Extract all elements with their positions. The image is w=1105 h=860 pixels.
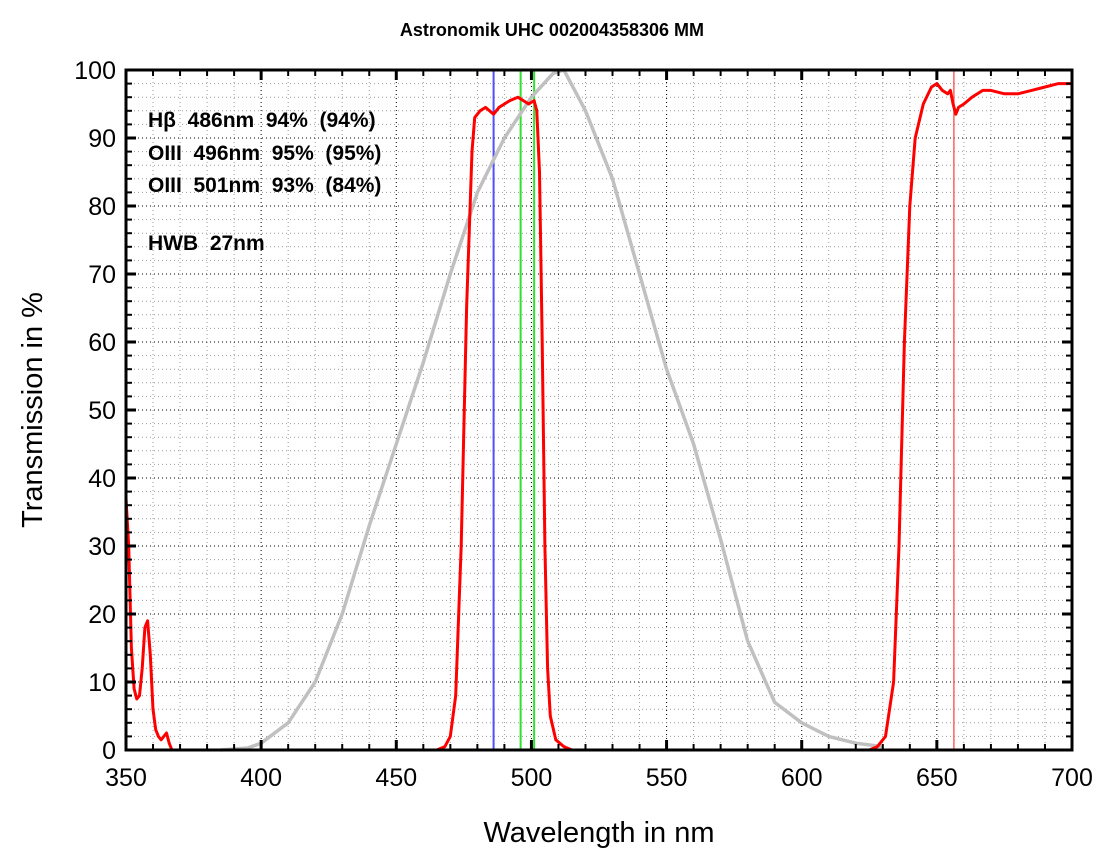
x-axis-label: Wavelength in nm xyxy=(483,817,714,849)
x-tick-label: 550 xyxy=(646,764,688,792)
y-tick-label: 10 xyxy=(88,669,116,697)
y-tick-label: 40 xyxy=(88,465,116,493)
annotation-oiii-496: OIII 496nm 95% (95%) xyxy=(148,142,381,165)
y-tick-label: 60 xyxy=(88,329,116,357)
x-tick-label: 450 xyxy=(375,764,417,792)
x-tick-label: 700 xyxy=(1051,764,1093,792)
y-tick-label: 100 xyxy=(74,57,116,85)
x-tick-label: 400 xyxy=(240,764,282,792)
reference-lines xyxy=(492,70,955,750)
grid xyxy=(126,70,1072,750)
x-tick-label: 600 xyxy=(781,764,823,792)
y-tick-label: 50 xyxy=(88,397,116,425)
y-tick-label: 20 xyxy=(88,601,116,629)
y-tick-label: 30 xyxy=(88,533,116,561)
y-tick-label: 80 xyxy=(88,193,116,221)
y-tick-label: 90 xyxy=(88,125,116,153)
x-tick-label: 500 xyxy=(511,764,553,792)
series-line xyxy=(124,82,1072,752)
y-tick-label: 70 xyxy=(88,261,116,289)
series-line xyxy=(220,68,884,752)
series-group xyxy=(124,68,1072,752)
y-axis-label: Transmission in % xyxy=(17,292,49,528)
chart-title: Astronomik UHC 002004358306 MM xyxy=(400,20,704,40)
annotations: Hβ 486nm 94% (94%) OIII 496nm 95% (95%) … xyxy=(148,109,381,255)
y-tick-label: 0 xyxy=(102,737,116,765)
annotation-hbeta: Hβ 486nm 94% (94%) xyxy=(148,109,376,132)
x-tick-label: 650 xyxy=(916,764,958,792)
annotation-hwb: HWB 27nm xyxy=(148,232,265,255)
ticks: 350 400 450 500 550 600 650 700 0 10 20 30 40 50 60 70 8… xyxy=(74,57,1093,792)
x-tick-label: 350 xyxy=(105,764,147,792)
annotation-oiii-501: OIII 501nm 93% (84%) xyxy=(148,174,381,197)
